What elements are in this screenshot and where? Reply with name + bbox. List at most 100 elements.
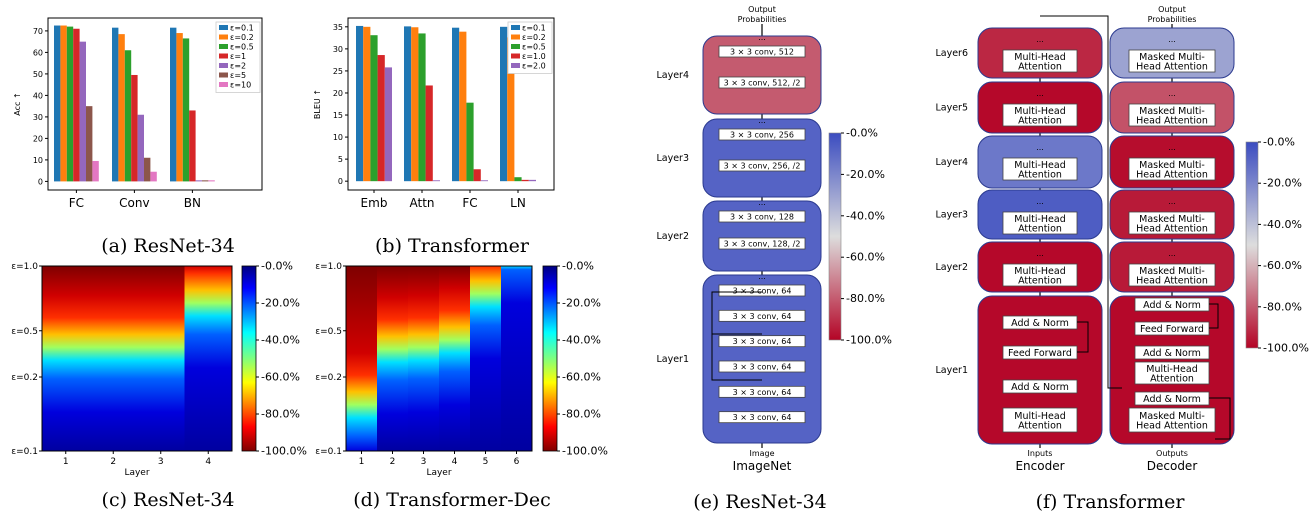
multi-head-attention-block-label: Attention <box>1018 223 1062 234</box>
colorbar-label: -20.0% <box>1263 177 1302 190</box>
conv-block <box>718 411 806 424</box>
masked-attention-block <box>1128 263 1216 287</box>
ellipsis: ... <box>758 198 766 207</box>
layer-label: Layer3 <box>656 153 689 164</box>
bar <box>452 27 460 182</box>
bar <box>112 27 119 182</box>
plot-frame <box>41 265 233 452</box>
multi-head-attention-block-label: Attention <box>1018 61 1062 72</box>
masked-attention-block-label: Masked Multi- <box>1139 411 1205 422</box>
colorbar-label: -20.0% <box>846 168 885 181</box>
multi-head-attention-block-label: Multi-Head <box>1014 52 1066 63</box>
colorbar <box>542 265 558 452</box>
masked-attention-block <box>1128 157 1216 181</box>
ellipsis: ... <box>1036 249 1044 258</box>
layer-label: Layer6 <box>935 48 968 59</box>
bar <box>432 180 440 182</box>
bar <box>418 33 426 182</box>
feed-forward-block-label: Feed Forward <box>1008 348 1072 359</box>
conv-block <box>718 309 806 322</box>
bar <box>60 25 67 182</box>
heatmap-column <box>377 266 409 451</box>
masked-attention-block-label: Head Attention <box>1136 61 1208 72</box>
legend-label: ε=0.2 <box>230 33 254 42</box>
add-norm-block <box>1002 379 1078 394</box>
dataset-label: ImageNet <box>733 459 792 473</box>
bar <box>356 25 364 182</box>
add-norm-block <box>1134 345 1210 360</box>
y-tick-label: 0 <box>38 177 43 186</box>
colorbar <box>241 265 257 452</box>
x-tick-label: 6 <box>514 457 520 467</box>
y-tick-label: ε=0.5 <box>315 327 342 337</box>
layer-label: Layer4 <box>656 70 689 81</box>
multi-head-attention-block-label: Multi-Head <box>1014 160 1066 171</box>
masked-attention-block <box>1128 103 1216 127</box>
plot-frame <box>47 17 263 191</box>
y-tick-label: 50 <box>33 70 43 79</box>
ellipsis: ... <box>1168 249 1176 258</box>
bar <box>195 180 202 182</box>
y-tick-label: 60 <box>33 48 43 57</box>
bar <box>118 34 125 182</box>
bar <box>176 33 183 182</box>
multi-head-attention-block <box>1002 263 1078 287</box>
multi-head-attention-block-label: Attention <box>1018 275 1062 286</box>
ellipsis: ... <box>1168 197 1176 206</box>
legend-label: ε=0.5 <box>230 43 254 52</box>
x-tick-label: FC <box>69 196 84 210</box>
multi-head-attention-block-label: Multi-Head <box>1014 106 1066 117</box>
ellipsis: ... <box>758 272 766 281</box>
multi-head-attention-block <box>1002 103 1078 127</box>
bar <box>514 177 522 182</box>
conv-block-label: 3 × 3 conv, 64 <box>733 337 792 346</box>
legend-swatch <box>219 72 228 78</box>
conv-block-label: 3 × 3 conv, 256 <box>730 131 794 140</box>
caption-c: (c) ResNet-34 <box>102 489 235 511</box>
ellipsis: ... <box>1036 143 1044 152</box>
legend-label: ε=5 <box>230 71 246 80</box>
y-axis-label: Acc ↑ <box>13 92 22 115</box>
bar <box>131 74 138 182</box>
heatmap-column <box>346 266 378 451</box>
x-tick-label: 2 <box>390 457 396 467</box>
legend-label: ε=10 <box>230 81 251 90</box>
heatmap-column <box>439 266 471 451</box>
x-tick-label: Conv <box>119 196 149 210</box>
x-tick-label: 3 <box>158 457 164 467</box>
bar <box>480 180 488 182</box>
conv-block <box>718 237 806 250</box>
conv-block-label: 3 × 3 conv, 64 <box>733 287 792 296</box>
multi-head-attention-block <box>1002 211 1078 235</box>
colorbar-label: -0.0% <box>846 127 878 140</box>
legend-label: ε=1 <box>230 52 246 61</box>
bar <box>208 180 215 182</box>
colorbar-label: -40.0% <box>846 209 885 222</box>
outputs-label: Outputs <box>1156 449 1188 458</box>
bar <box>528 179 536 182</box>
x-axis-label: Layer <box>124 468 149 478</box>
legend-label: ε=0.5 <box>522 43 546 52</box>
heatmap-column <box>501 266 533 451</box>
heatmap-column <box>89 266 138 451</box>
layer-label: Layer3 <box>935 210 968 221</box>
legend-label: ε=2.0 <box>522 62 546 71</box>
conv-block-label: 3 × 3 conv, 128, /2 <box>724 240 801 249</box>
ellipsis: ... <box>1036 89 1044 98</box>
conv-block <box>718 45 806 58</box>
y-tick-label: ε=1.0 <box>11 262 38 272</box>
bar <box>473 169 481 182</box>
x-tick-label: 3 <box>421 457 427 467</box>
caption-f: (f) Transformer <box>1036 491 1186 513</box>
caption-a: (a) ResNet-34 <box>101 235 235 257</box>
legend-swatch <box>219 44 228 49</box>
y-tick-label: 30 <box>33 113 43 122</box>
colorbar-label: -40.0% <box>261 334 300 347</box>
masked-attention-block-label: Head Attention <box>1136 223 1208 234</box>
layer-label: Layer1 <box>656 354 689 365</box>
bar <box>370 35 378 182</box>
